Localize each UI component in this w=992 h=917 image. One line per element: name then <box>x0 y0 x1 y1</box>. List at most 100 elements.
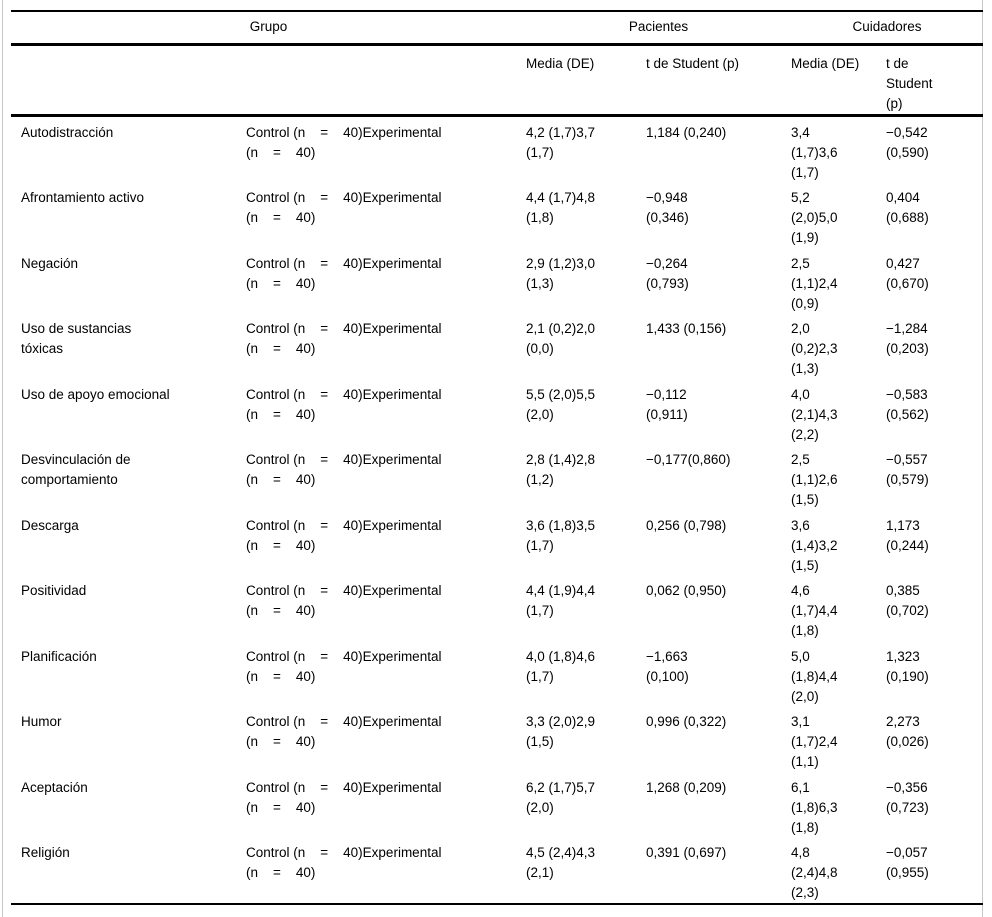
group-cell: Control (n = 40)Experimental (n = 40) <box>246 386 442 422</box>
pacientes-media-cell: 2,9 (1,2)3,0 (1,3) <box>526 255 596 291</box>
group-cell: Control (n = 40)Experimental (n = 40) <box>246 452 442 487</box>
cuidadores-media-cell: 2,0 (0,2)2,3 (1,3) <box>791 321 838 376</box>
col-header-cuidadores-t: t de Student (p) <box>886 55 933 111</box>
row-label: Descarga <box>21 517 79 533</box>
row-label: Uso de apoyo emocional <box>21 386 170 402</box>
group-cell: Control (n = 40)Experimental (n = 40) <box>246 648 442 684</box>
table-row: Aceptación Control (n = 40)Experimental … <box>11 772 983 838</box>
cuidadores-media-cell: 3,4 (1,7)3,6 (1,7) <box>791 124 838 180</box>
table-header-groups: Grupo Pacientes Cuidadores <box>11 12 983 43</box>
cuidadores-media-cell: 4,8 (2,4)4,8 (2,3) <box>791 845 838 900</box>
group-cell: Control (n = 40)Experimental (n = 40) <box>246 517 442 553</box>
cuidadores-t-cell: 2,273 (0,026) <box>886 714 929 749</box>
table-row: Descarga Control (n = 40)Experimental (n… <box>11 510 983 576</box>
cuidadores-t-cell: −0,356 (0,723) <box>886 779 929 815</box>
row-label: Positividad <box>21 583 87 598</box>
table-row: Negación Control (n = 40)Experimental (n… <box>11 248 983 314</box>
table-body: Autodistracción Control (n = 40)Experime… <box>11 117 983 903</box>
cuidadores-media-cell: 5,2 (2,0)5,0 (1,9) <box>791 190 838 245</box>
row-label: Afrontamiento activo <box>21 190 145 205</box>
row-label: Desvinculación de comportamiento <box>21 452 131 487</box>
cuidadores-media-cell: 4,0 (2,1)4,3 (2,2) <box>791 386 838 442</box>
group-cell: Control (n = 40)Experimental (n = 40) <box>246 714 442 749</box>
row-label: Humor <box>21 714 62 729</box>
statistics-table: Grupo Pacientes Cuidadores Media (DE) t … <box>11 10 983 905</box>
pacientes-media-cell: 4,0 (1,8)4,6 (1,7) <box>526 648 596 684</box>
table-row: Desvinculación de comportamiento Control… <box>11 444 983 510</box>
pacientes-media-cell: 2,8 (1,4)2,8 (1,2) <box>526 452 596 487</box>
pacientes-t-cell: −0,177(0,860) <box>646 452 731 467</box>
table-row: Planificación Control (n = 40)Experiment… <box>11 641 983 707</box>
row-label: Religión <box>21 845 70 860</box>
pacientes-media-cell: 4,2 (1,7)3,7 (1,7) <box>526 124 596 160</box>
cuidadores-t-cell: −1,284 (0,203) <box>886 321 929 356</box>
cuidadores-t-cell: −0,057 (0,955) <box>886 845 929 880</box>
subheader-divider-rule <box>11 113 983 117</box>
table-row: Autodistracción Control (n = 40)Experime… <box>11 117 983 183</box>
table-row: Afrontamiento activo Control (n = 40)Exp… <box>11 182 983 248</box>
row-label: Uso de sustancias tóxicas <box>21 321 132 356</box>
group-cell: Control (n = 40)Experimental (n = 40) <box>246 321 442 356</box>
pacientes-t-cell: 0,391 (0,697) <box>646 845 727 860</box>
row-label: Aceptación <box>21 779 88 795</box>
row-label: Negación <box>21 255 79 271</box>
header-group-grupo: Grupo <box>249 19 288 34</box>
cuidadores-media-cell: 3,6 (1,4)3,2 (1,5) <box>791 517 838 573</box>
pacientes-media-cell: 4,4 (1,9)4,4 (1,7) <box>526 583 596 618</box>
pacientes-t-cell: 1,433 (0,156) <box>646 321 727 336</box>
cuidadores-media-cell: 3,1 (1,7)2,4 (1,1) <box>791 714 838 769</box>
pacientes-media-cell: 6,2 (1,7)5,7 (2,0) <box>526 779 596 815</box>
pacientes-media-cell: 3,6 (1,8)3,5 (1,7) <box>526 517 596 553</box>
pacientes-t-cell: 0,256 (0,798) <box>646 517 727 533</box>
group-cell: Control (n = 40)Experimental (n = 40) <box>246 255 442 291</box>
pacientes-t-cell: −0,948 (0,346) <box>646 190 689 225</box>
cuidadores-t-cell: 0,427 (0,670) <box>886 255 929 291</box>
cuidadores-t-cell: 0,385 (0,702) <box>886 583 929 618</box>
cuidadores-t-cell: 1,173 (0,244) <box>886 517 929 553</box>
cuidadores-t-cell: 0,404 (0,688) <box>886 190 929 225</box>
col-header-pacientes-t: t de Student (p) <box>646 55 740 71</box>
pacientes-t-cell: 0,062 (0,950) <box>646 583 727 598</box>
pacientes-media-cell: 4,5 (2,4)4,3 (2,1) <box>526 845 596 880</box>
pacientes-t-cell: −0,112 (0,911) <box>646 386 688 422</box>
group-cell: Control (n = 40)Experimental (n = 40) <box>246 845 442 880</box>
pacientes-media-cell: 4,4 (1,7)4,8 (1,8) <box>526 190 596 225</box>
row-label: Autodistracción <box>21 124 114 140</box>
pacientes-t-cell: −0,264 (0,793) <box>646 255 689 291</box>
cuidadores-t-cell: 1,323 (0,190) <box>886 648 929 684</box>
pacientes-t-cell: 0,996 (0,322) <box>646 714 727 729</box>
col-header-empty-label <box>11 54 246 114</box>
row-label: Planificación <box>21 648 97 664</box>
table-row: Uso de sustancias tóxicas Control (n = 4… <box>11 313 983 379</box>
cuidadores-media-cell: 2,5 (1,1)2,4 (0,9) <box>791 255 838 311</box>
col-header-pacientes-media: Media (DE) <box>526 55 595 71</box>
group-cell: Control (n = 40)Experimental (n = 40) <box>246 779 442 815</box>
pacientes-t-cell: 1,184 (0,240) <box>646 124 727 140</box>
table-row: Humor Control (n = 40)Experimental (n = … <box>11 706 983 772</box>
table-bottom-rule <box>11 902 983 905</box>
group-cell: Control (n = 40)Experimental (n = 40) <box>246 190 442 225</box>
table-top-rule <box>11 10 983 12</box>
cuidadores-media-cell: 4,6 (1,7)4,4 (1,8) <box>791 583 838 638</box>
header-divider-rule <box>11 42 983 46</box>
header-group-cuidadores: Cuidadores <box>852 19 922 34</box>
cuidadores-media-cell: 5,0 (1,8)4,4 (2,0) <box>791 648 838 704</box>
cuidadores-t-cell: −0,557 (0,579) <box>886 452 929 487</box>
col-header-empty-group <box>246 54 526 114</box>
group-cell: Control (n = 40)Experimental (n = 40) <box>246 583 442 618</box>
table-row: Religión Control (n = 40)Experimental (n… <box>11 837 983 903</box>
pacientes-media-cell: 3,3 (2,0)2,9 (1,5) <box>526 714 596 749</box>
pacientes-t-cell: −1,663 (0,100) <box>646 648 689 684</box>
cuidadores-media-cell: 6,1 (1,8)6,3 (1,8) <box>791 779 838 835</box>
cuidadores-media-cell: 2,5 (1,1)2,6 (1,5) <box>791 452 838 507</box>
table-row: Positividad Control (n = 40)Experimental… <box>11 575 983 641</box>
cuidadores-t-cell: −0,542 (0,590) <box>886 124 929 160</box>
pacientes-t-cell: 1,268 (0,209) <box>646 779 727 795</box>
group-cell: Control (n = 40)Experimental (n = 40) <box>246 124 442 160</box>
cuidadores-t-cell: −0,583 (0,562) <box>886 386 929 422</box>
table-column-headers: Media (DE) t de Student (p) Media (DE) t… <box>11 46 983 114</box>
header-group-pacientes: Pacientes <box>628 19 689 34</box>
col-header-cuidadores-media: Media (DE) <box>791 55 860 71</box>
pacientes-media-cell: 2,1 (0,2)2,0 (0,0) <box>526 321 596 356</box>
